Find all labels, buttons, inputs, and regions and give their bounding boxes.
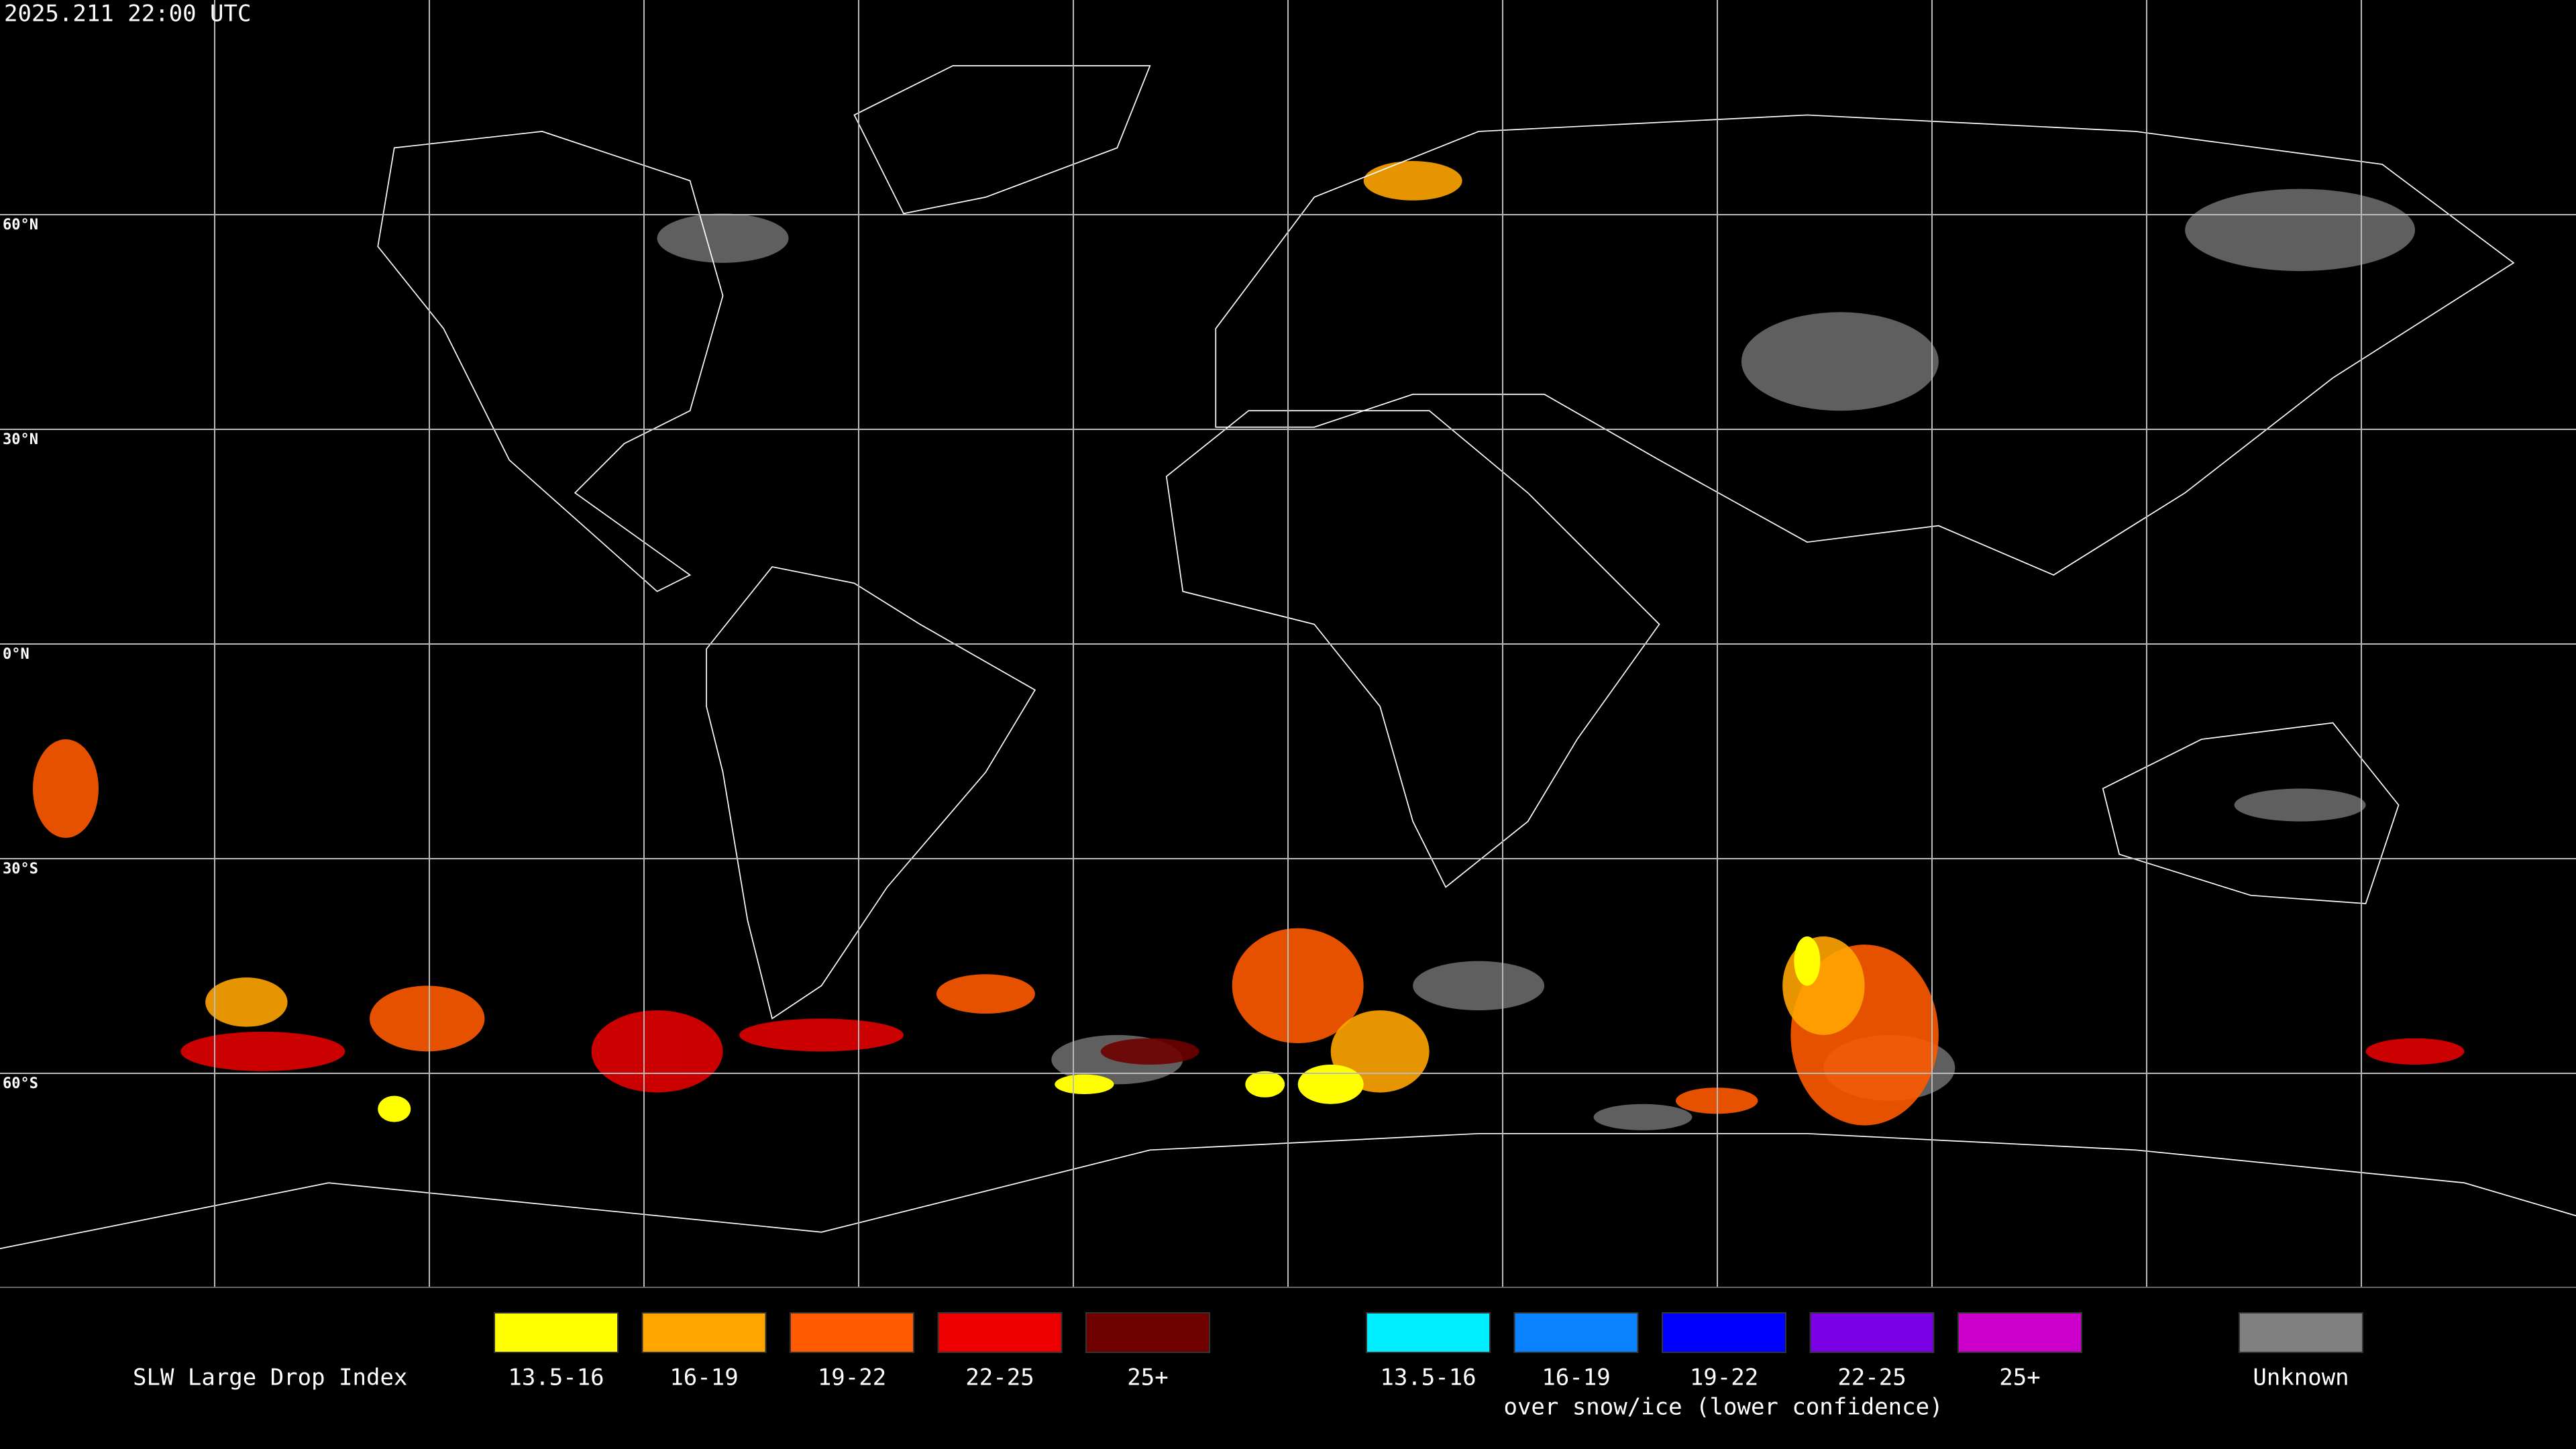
lat-label: 60°S xyxy=(3,1075,38,1092)
legend-swatch xyxy=(2239,1312,2363,1353)
legend-label: 19-22 xyxy=(1690,1364,1758,1391)
snow-note: over snow/ice (lower confidence) xyxy=(1503,1394,1943,1421)
legend-label: 16-19 xyxy=(1542,1364,1610,1391)
legend-swatch xyxy=(1085,1312,1210,1353)
legend-label: 25+ xyxy=(1127,1364,1168,1391)
legend-swatch xyxy=(641,1312,767,1353)
legend-label: 19-22 xyxy=(818,1364,886,1391)
legend-swatch xyxy=(494,1312,619,1353)
legend-label: 16-19 xyxy=(669,1364,738,1391)
timestamp: 2025.211 22:00 UTC xyxy=(4,1,251,28)
legend-swatch xyxy=(1513,1312,1639,1353)
legend: SLW Large Drop Index over snow/ice (lowe… xyxy=(133,1312,2363,1421)
legend-label: 13.5-16 xyxy=(1380,1364,1476,1391)
legend-swatch xyxy=(1957,1312,2082,1353)
legend-title: SLW Large Drop Index xyxy=(133,1364,407,1391)
map: 60°N 30°N 0°N 30°S 60°S xyxy=(0,0,2576,1287)
lat-label: 30°S xyxy=(3,861,38,877)
legend-swatch xyxy=(1662,1312,1786,1353)
legend-swatch xyxy=(1809,1312,1935,1353)
legend-label: Unknown xyxy=(2253,1364,2349,1391)
legend-label: 22-25 xyxy=(1837,1364,1906,1391)
legend-swatch xyxy=(937,1312,1063,1353)
legend-swatch xyxy=(790,1312,914,1353)
lat-label: 60°N xyxy=(3,217,38,233)
legend-swatch xyxy=(1366,1312,1491,1353)
weather-field xyxy=(0,65,2576,1250)
legend-label: 13.5-16 xyxy=(508,1364,604,1391)
legend-label: 25+ xyxy=(1999,1364,2040,1391)
legend-label: 22-25 xyxy=(965,1364,1034,1391)
lat-label: 0°N xyxy=(3,646,30,663)
lat-label: 30°N xyxy=(3,431,38,448)
